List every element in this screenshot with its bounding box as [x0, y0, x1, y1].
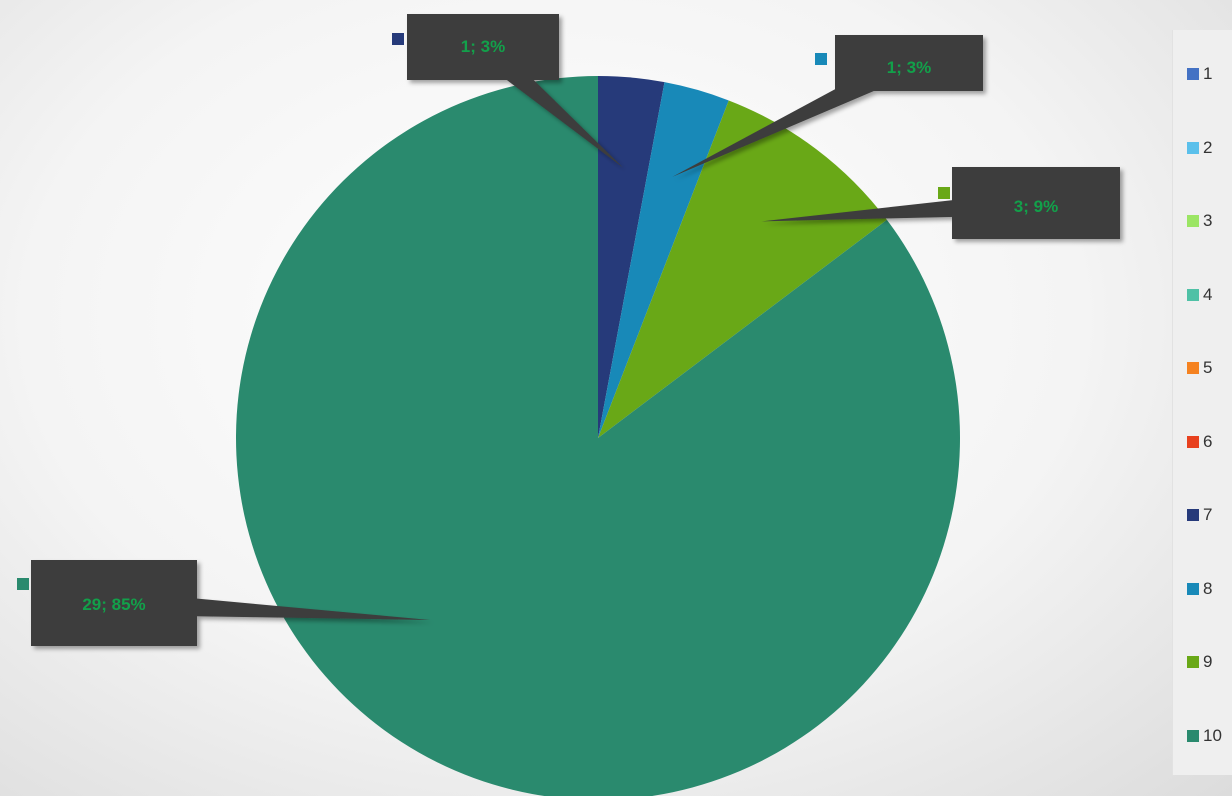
legend-swatch	[1187, 582, 1199, 595]
legend-label: 7	[1203, 505, 1213, 524]
data-label-7	[407, 14, 624, 168]
legend-item-2: 2	[1187, 137, 1212, 159]
legend-label: 9	[1203, 652, 1213, 671]
pie-slices	[236, 76, 960, 796]
legend-item-10: 10	[1187, 725, 1222, 747]
callout-legend-key	[392, 33, 404, 45]
data-label-text: 1; 3%	[887, 58, 931, 77]
callout-legend-key	[17, 578, 29, 590]
legend-swatch	[1187, 288, 1199, 301]
legend-label: 1	[1203, 64, 1213, 83]
legend-label: 10	[1203, 725, 1222, 745]
data-label-9	[761, 167, 1120, 239]
legend-swatch	[1187, 509, 1199, 521]
legend-swatch	[1187, 729, 1199, 742]
legend-item-3: 3	[1187, 210, 1212, 232]
legend-swatch	[1187, 215, 1199, 227]
legend-swatch	[1187, 68, 1199, 80]
legend-swatch	[1187, 362, 1199, 374]
legend-item-6: 6	[1187, 431, 1212, 453]
legend-item-1: 1	[1187, 63, 1212, 85]
data-label-text: 3; 9%	[1014, 197, 1058, 216]
legend-item-4: 4	[1187, 284, 1212, 306]
callout-box	[952, 167, 1120, 239]
legend-swatch	[1187, 656, 1199, 668]
data-label-text: 1; 3%	[461, 37, 505, 56]
legend-item-9: 9	[1187, 651, 1212, 673]
pie-slice-8	[598, 82, 729, 439]
callout-box	[835, 35, 983, 91]
data-label-text: 29; 85%	[82, 595, 145, 614]
legend-label: 2	[1203, 137, 1213, 157]
legend-label: 4	[1203, 284, 1213, 304]
legend-label: 6	[1203, 431, 1213, 451]
pie-slice-10	[236, 76, 960, 796]
pie-slice-9	[598, 100, 887, 438]
data-label-callouts: 1; 3% 1; 3% 3; 9% 29; 85%	[17, 14, 1120, 646]
legend-label: 3	[1203, 211, 1213, 230]
legend-swatch	[1187, 141, 1199, 154]
legend-item-7: 7	[1187, 504, 1212, 526]
callout-box	[407, 14, 559, 80]
legend-swatch	[1187, 435, 1199, 448]
callout-legend-key	[938, 187, 950, 199]
legend-item-5: 5	[1187, 357, 1212, 379]
data-label-8	[672, 35, 983, 177]
legend-label: 8	[1203, 578, 1213, 598]
pie-slice-7	[598, 76, 665, 438]
callout-box	[31, 560, 197, 646]
legend-label: 5	[1203, 358, 1213, 377]
legend: 1 2 3 4 5 6 7 8 9 10	[1172, 30, 1232, 775]
callout-legend-key	[815, 53, 827, 65]
data-label-10	[31, 560, 431, 646]
legend-item-8: 8	[1187, 578, 1212, 600]
